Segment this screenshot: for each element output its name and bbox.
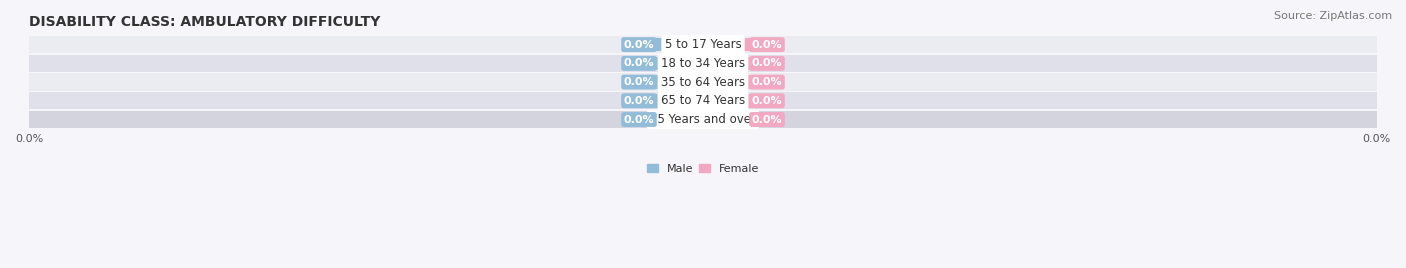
Bar <box>703 94 756 107</box>
Text: DISABILITY CLASS: AMBULATORY DIFFICULTY: DISABILITY CLASS: AMBULATORY DIFFICULTY <box>30 15 381 29</box>
Bar <box>30 55 1376 72</box>
Bar <box>650 113 703 126</box>
Bar <box>30 92 1376 109</box>
Text: 0.0%: 0.0% <box>624 40 654 50</box>
Bar <box>703 113 756 126</box>
Bar <box>650 57 703 70</box>
Text: 75 Years and over: 75 Years and over <box>650 113 756 126</box>
Text: 0.0%: 0.0% <box>624 77 654 87</box>
Text: 0.0%: 0.0% <box>752 40 782 50</box>
Text: 0.0%: 0.0% <box>752 77 782 87</box>
Bar <box>650 38 703 51</box>
Text: 0.0%: 0.0% <box>624 96 654 106</box>
Legend: Male, Female: Male, Female <box>647 164 759 174</box>
Bar <box>703 75 756 89</box>
Text: 65 to 74 Years: 65 to 74 Years <box>661 94 745 107</box>
Text: 0.0%: 0.0% <box>752 96 782 106</box>
Text: 0.0%: 0.0% <box>752 114 782 125</box>
Bar <box>703 38 756 51</box>
Text: 18 to 34 Years: 18 to 34 Years <box>661 57 745 70</box>
Text: Source: ZipAtlas.com: Source: ZipAtlas.com <box>1274 11 1392 21</box>
Bar <box>30 73 1376 91</box>
Text: 0.0%: 0.0% <box>752 58 782 68</box>
Bar <box>30 36 1376 53</box>
Bar <box>650 94 703 107</box>
Bar <box>703 57 756 70</box>
Text: 5 to 17 Years: 5 to 17 Years <box>665 38 741 51</box>
Text: 35 to 64 Years: 35 to 64 Years <box>661 76 745 88</box>
Bar <box>30 111 1376 128</box>
Bar <box>650 75 703 89</box>
Text: 0.0%: 0.0% <box>624 114 654 125</box>
Text: 0.0%: 0.0% <box>624 58 654 68</box>
